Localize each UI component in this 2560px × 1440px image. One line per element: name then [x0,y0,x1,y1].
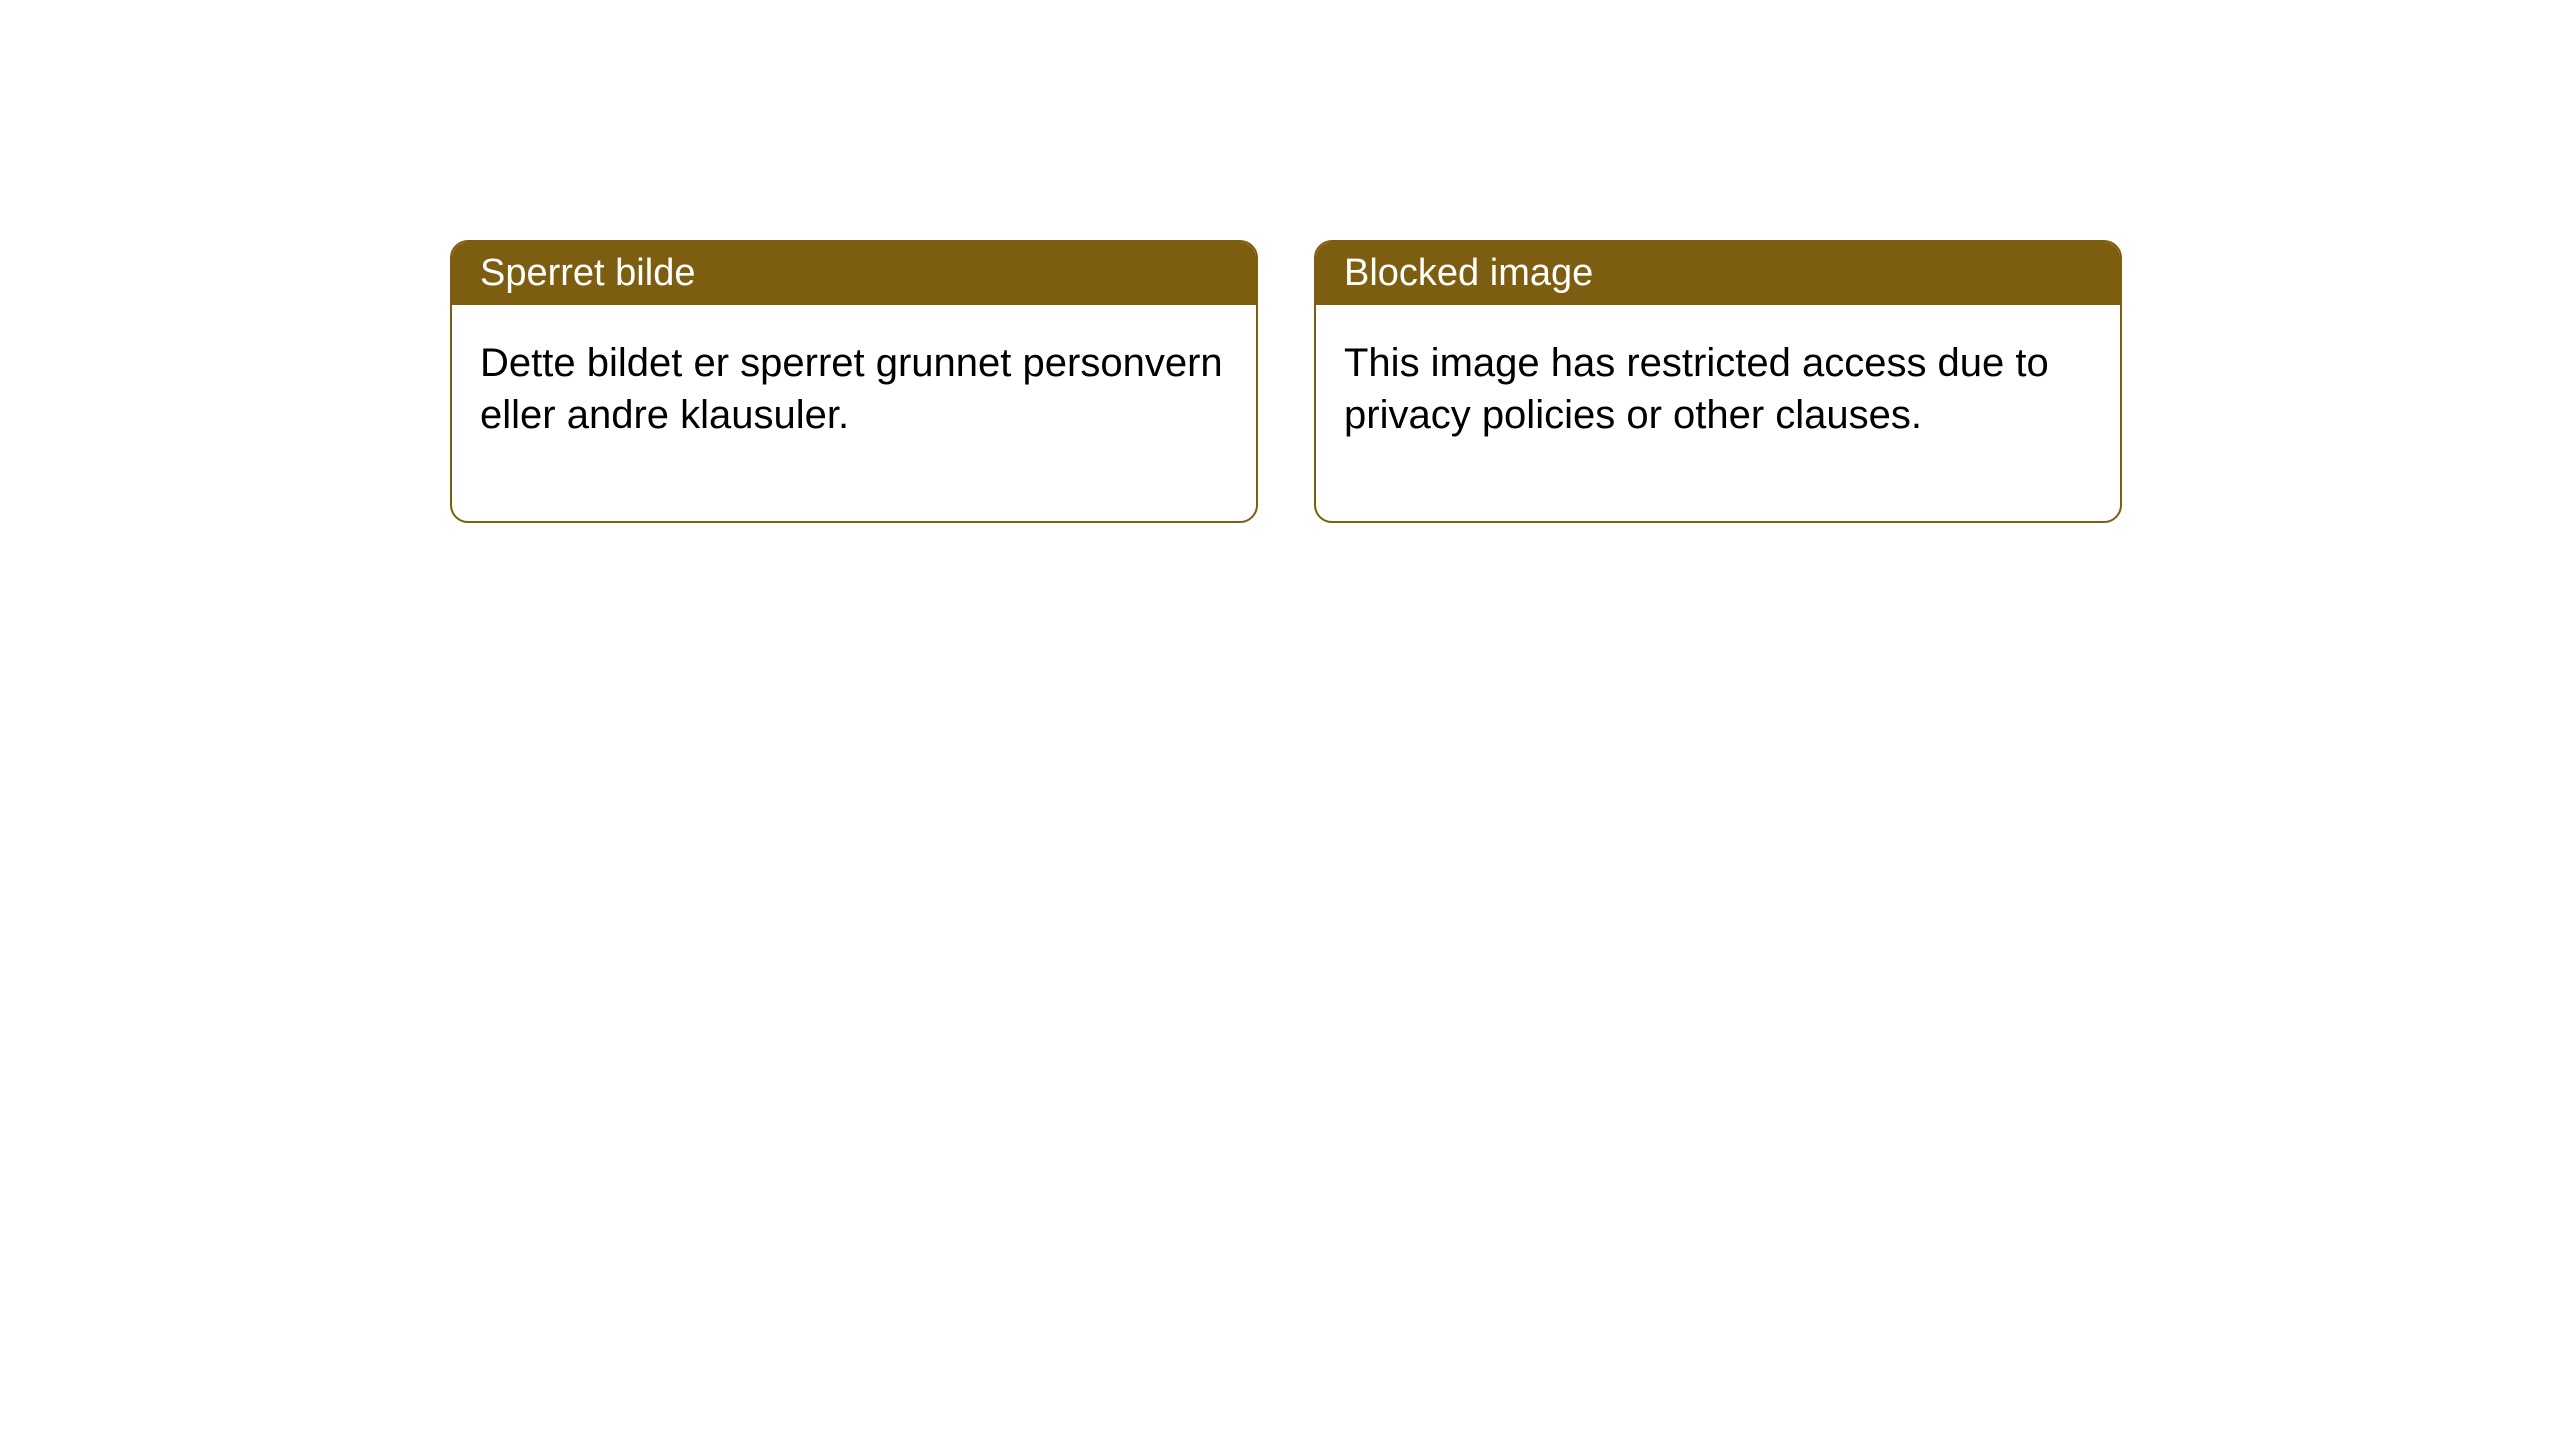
notice-title: Sperret bilde [452,242,1256,305]
notice-card-norwegian: Sperret bilde Dette bildet er sperret gr… [450,240,1258,523]
notice-body: This image has restricted access due to … [1316,305,2120,521]
notice-container: Sperret bilde Dette bildet er sperret gr… [0,0,2560,523]
notice-title: Blocked image [1316,242,2120,305]
notice-card-english: Blocked image This image has restricted … [1314,240,2122,523]
notice-body: Dette bildet er sperret grunnet personve… [452,305,1256,521]
